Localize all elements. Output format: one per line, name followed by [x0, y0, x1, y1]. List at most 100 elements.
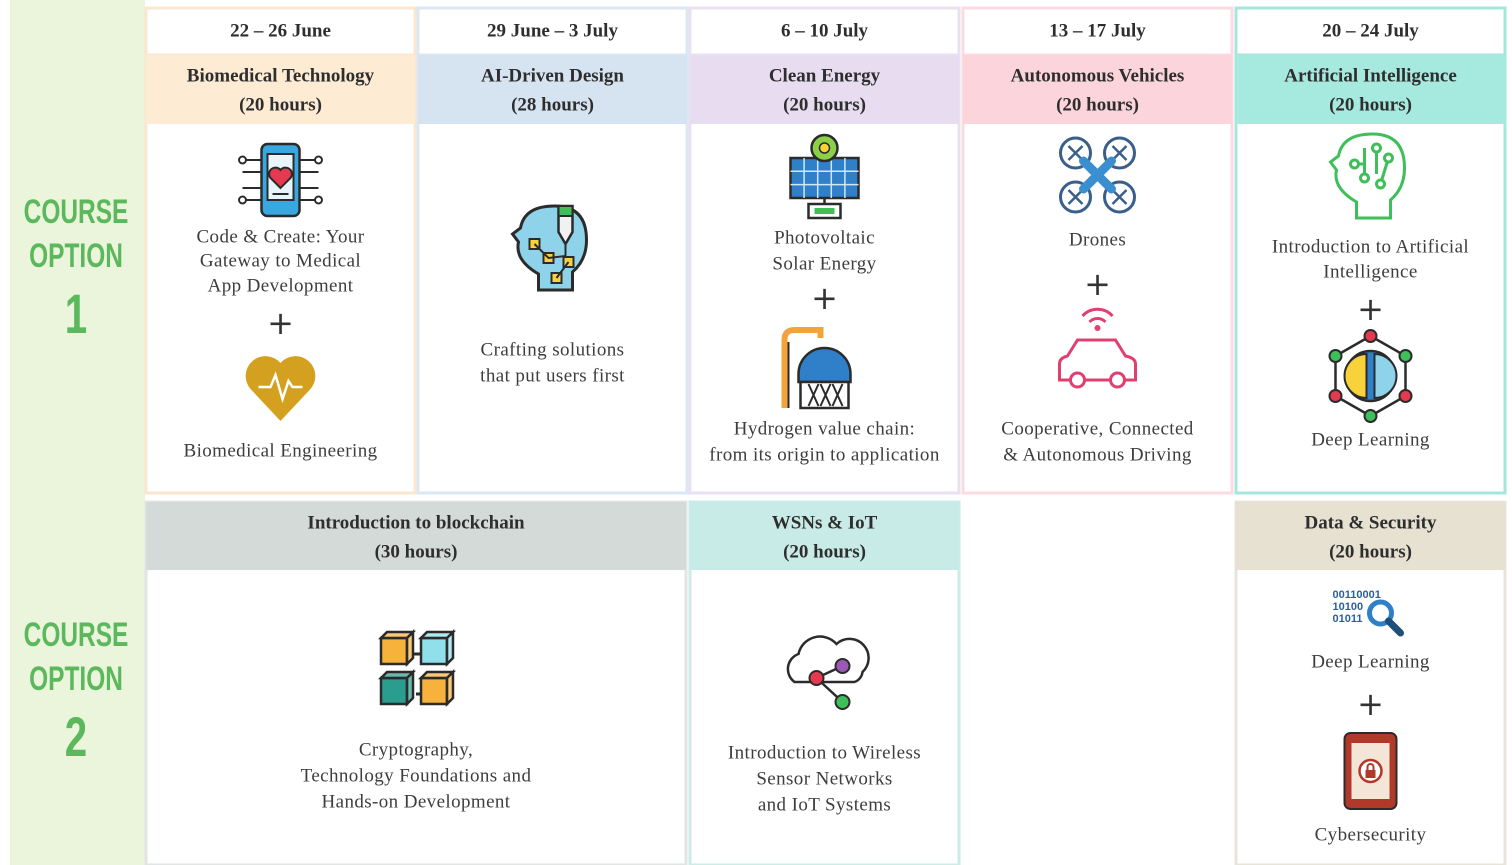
course-title: Autonomous Vehicles — [1011, 65, 1185, 86]
icon-blocks — [377, 628, 457, 708]
course-topic: Deep Learning — [1311, 429, 1430, 450]
icon-drone — [1059, 136, 1136, 214]
icon-cloud — [786, 635, 870, 710]
course-title: Clean Energy — [769, 65, 881, 86]
icon-part — [814, 208, 835, 214]
week-date: 22 – 26 June — [230, 20, 331, 41]
icon-part — [550, 272, 563, 284]
course-title: Biomedical Technology — [187, 65, 375, 86]
week-header — [144, 6, 417, 57]
icon-part — [834, 658, 851, 674]
icon-phone — [238, 142, 323, 218]
icon-hydro — [781, 327, 852, 410]
course-column — [961, 53, 1234, 495]
binary-text: 00110001 — [1333, 589, 1381, 601]
icon-tablet — [1343, 732, 1398, 810]
course-topic: Hydrogen value chain: — [734, 418, 915, 439]
course-hours: (20 hours) — [1329, 541, 1412, 562]
icon-part — [419, 636, 449, 666]
course-topic: Cybersecurity — [1315, 824, 1427, 845]
icon-head — [510, 204, 589, 292]
icon-part — [1349, 158, 1360, 170]
icon-part — [807, 383, 820, 407]
icon-part — [238, 155, 247, 165]
icon-part — [797, 346, 852, 384]
icon-part — [1343, 352, 1368, 400]
course-topic: that put users first — [480, 365, 625, 386]
icon-part — [379, 636, 409, 666]
course-topic: App Development — [208, 275, 354, 296]
icon-part — [417, 628, 457, 668]
icon-part — [555, 261, 570, 279]
plus-sign: + — [1357, 290, 1384, 328]
plus-sign: + — [267, 304, 294, 342]
option-word: OPTION — [29, 237, 123, 275]
icon-part — [1359, 172, 1370, 184]
icon-part — [1079, 156, 1116, 194]
week-date: 20 – 24 July — [1322, 20, 1419, 41]
course-topic: Technology Foundations and — [301, 765, 532, 786]
icon-part — [1081, 307, 1114, 324]
icon-part — [314, 195, 323, 205]
week-date: 13 – 17 July — [1049, 20, 1146, 41]
course-header — [690, 55, 959, 124]
icon-part — [1371, 142, 1382, 154]
icon-part — [258, 371, 303, 404]
icon-part — [377, 628, 417, 668]
icon-part — [417, 668, 457, 708]
icon-part — [268, 166, 293, 190]
course-topic: Crafting solutions — [481, 339, 625, 360]
course-topic: Biomedical Engineering — [184, 440, 378, 461]
course-topic: Deep Learning — [1311, 651, 1430, 672]
icon-part — [834, 694, 851, 710]
course-hours: (20 hours) — [783, 94, 866, 115]
icon-part — [808, 670, 825, 686]
course-topic: Introduction to Artificial — [1272, 236, 1469, 257]
course-topic: Code & Create: Your — [196, 226, 364, 247]
week-date: 6 – 10 July — [781, 20, 869, 41]
course-hours: (20 hours) — [1329, 94, 1412, 115]
icon-aihead — [1328, 132, 1407, 220]
course-topic: Gateway to Medical — [200, 250, 361, 271]
icon-car — [1058, 307, 1137, 389]
course-topic: Sensor Networks — [756, 768, 892, 789]
icon-part — [557, 205, 574, 217]
course-header — [690, 502, 959, 570]
course-title: WSNs & IoT — [772, 512, 878, 533]
icon-part — [1385, 617, 1404, 637]
course-title: Artificial Intelligence — [1284, 65, 1457, 86]
course-topic: Drones — [1069, 229, 1126, 250]
icon-part — [1383, 152, 1394, 164]
course-topic: & Autonomous Driving — [1003, 444, 1192, 465]
course-hours: (20 hours) — [239, 94, 322, 115]
icon-part — [1111, 145, 1128, 161]
week-header — [416, 6, 689, 57]
option-panel — [10, 0, 145, 865]
course-column — [688, 53, 961, 495]
course-topic: and IoT Systems — [758, 794, 891, 815]
icon-part — [533, 243, 567, 260]
course-title: Data & Security — [1305, 512, 1437, 533]
icon-part — [1367, 599, 1394, 627]
icon-part — [1363, 329, 1378, 343]
icon-part — [1067, 145, 1084, 161]
icon-part — [238, 195, 247, 205]
binary-text: 10100 — [1333, 601, 1364, 613]
course-hours: (20 hours) — [783, 541, 866, 562]
course-topic: Solar Energy — [772, 253, 876, 274]
icon-part — [781, 327, 824, 408]
course-topic: Cooperative, Connected — [1001, 418, 1194, 439]
plus-sign: + — [1357, 685, 1384, 723]
course-hours: (30 hours) — [375, 541, 458, 562]
icon-part — [1109, 371, 1126, 389]
icon-part — [1365, 770, 1376, 778]
course-header — [418, 55, 687, 124]
icon-part — [1366, 763, 1375, 770]
plus-sign: + — [1084, 265, 1111, 303]
option-number: 1 — [65, 283, 87, 345]
icon-part — [789, 156, 860, 200]
course-hours: (28 hours) — [511, 94, 594, 115]
icon-part — [1328, 389, 1343, 403]
icon-part — [1069, 371, 1086, 389]
